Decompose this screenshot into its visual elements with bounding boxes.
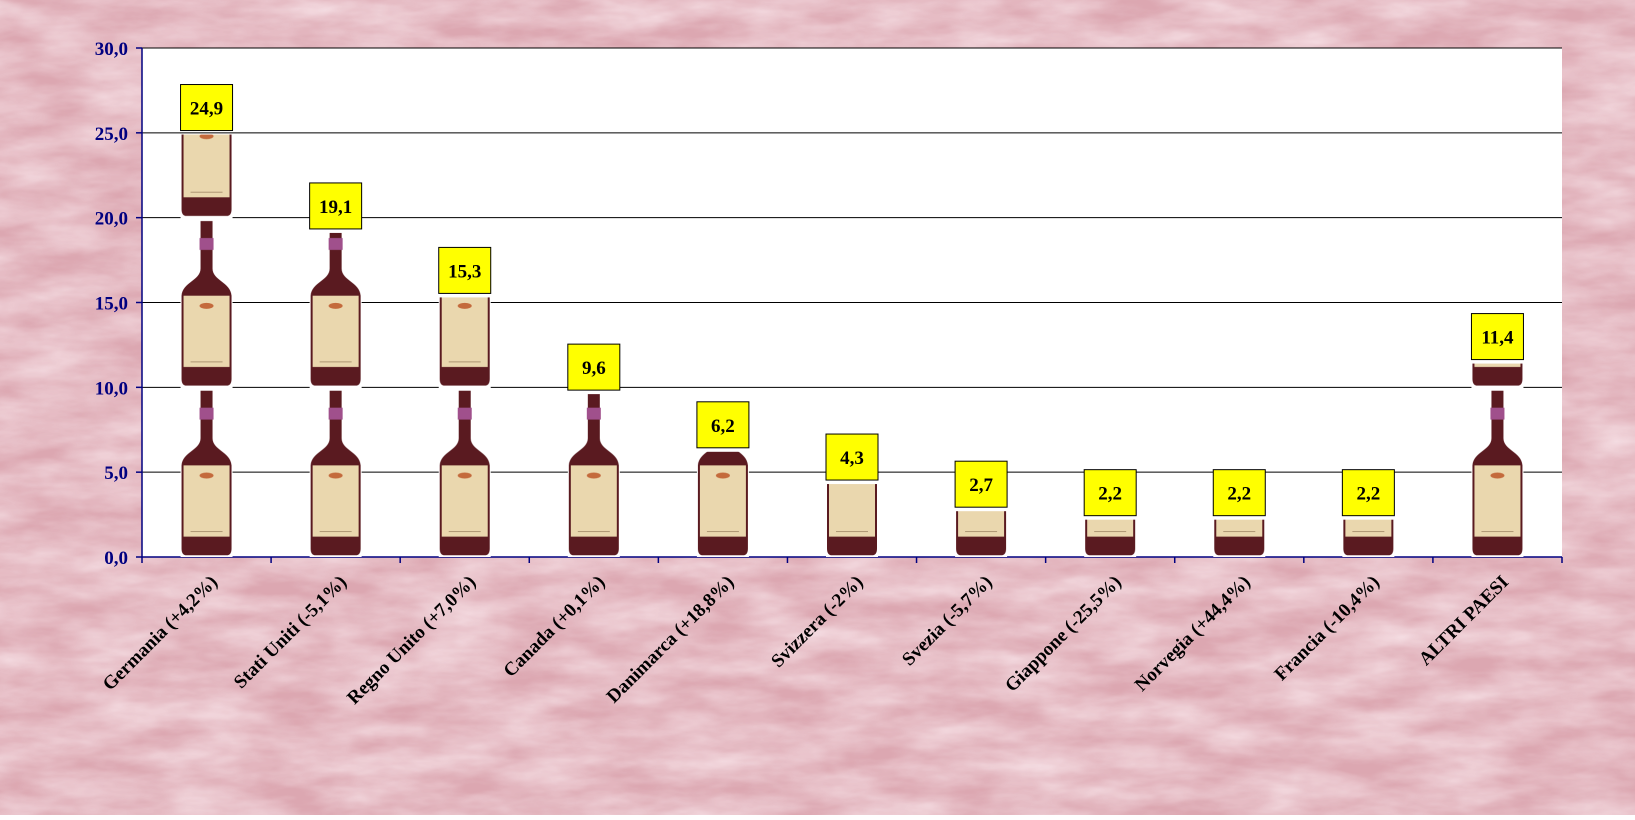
y-tick-label: 0,0 — [104, 548, 128, 569]
value-label-box — [567, 343, 621, 391]
y-tick-label: 20,0 — [95, 209, 128, 230]
bar — [180, 134, 233, 557]
value-label: 19,1 — [319, 197, 352, 218]
value-label: 6,2 — [711, 416, 735, 437]
bar — [826, 484, 878, 557]
bar — [696, 451, 749, 557]
value-label: 24,9 — [190, 99, 223, 120]
bar — [1084, 519, 1137, 557]
value-label: 2,2 — [1356, 484, 1380, 505]
value-label-box — [825, 433, 879, 481]
value-label-box — [1341, 469, 1395, 517]
value-label: 15,3 — [448, 261, 481, 282]
bar — [955, 511, 1008, 557]
value-label-box — [180, 84, 234, 132]
bar — [1471, 363, 1524, 557]
value-label: 2,7 — [969, 475, 993, 496]
y-tick-label: 30,0 — [95, 39, 128, 60]
value-label: 2,2 — [1098, 484, 1122, 505]
value-label: 9,6 — [582, 358, 606, 379]
value-label-box — [696, 401, 750, 449]
y-tick-label: 15,0 — [95, 294, 128, 315]
y-tick-label: 5,0 — [104, 463, 128, 484]
bar — [1213, 519, 1266, 557]
value-label-box — [438, 246, 492, 294]
y-tick-label: 10,0 — [95, 378, 128, 399]
value-label: 2,2 — [1227, 484, 1251, 505]
value-label-box — [1470, 313, 1524, 361]
value-label-box — [1083, 469, 1137, 517]
bar — [1342, 519, 1395, 557]
bar — [567, 394, 620, 557]
bar — [309, 232, 362, 558]
value-label-box — [309, 182, 363, 230]
bar — [438, 297, 491, 557]
value-label: 11,4 — [1481, 328, 1514, 349]
value-label-box — [954, 460, 1008, 508]
value-label-box — [1212, 469, 1266, 517]
y-tick-label: 25,0 — [95, 124, 128, 145]
value-label: 4,3 — [840, 448, 864, 469]
